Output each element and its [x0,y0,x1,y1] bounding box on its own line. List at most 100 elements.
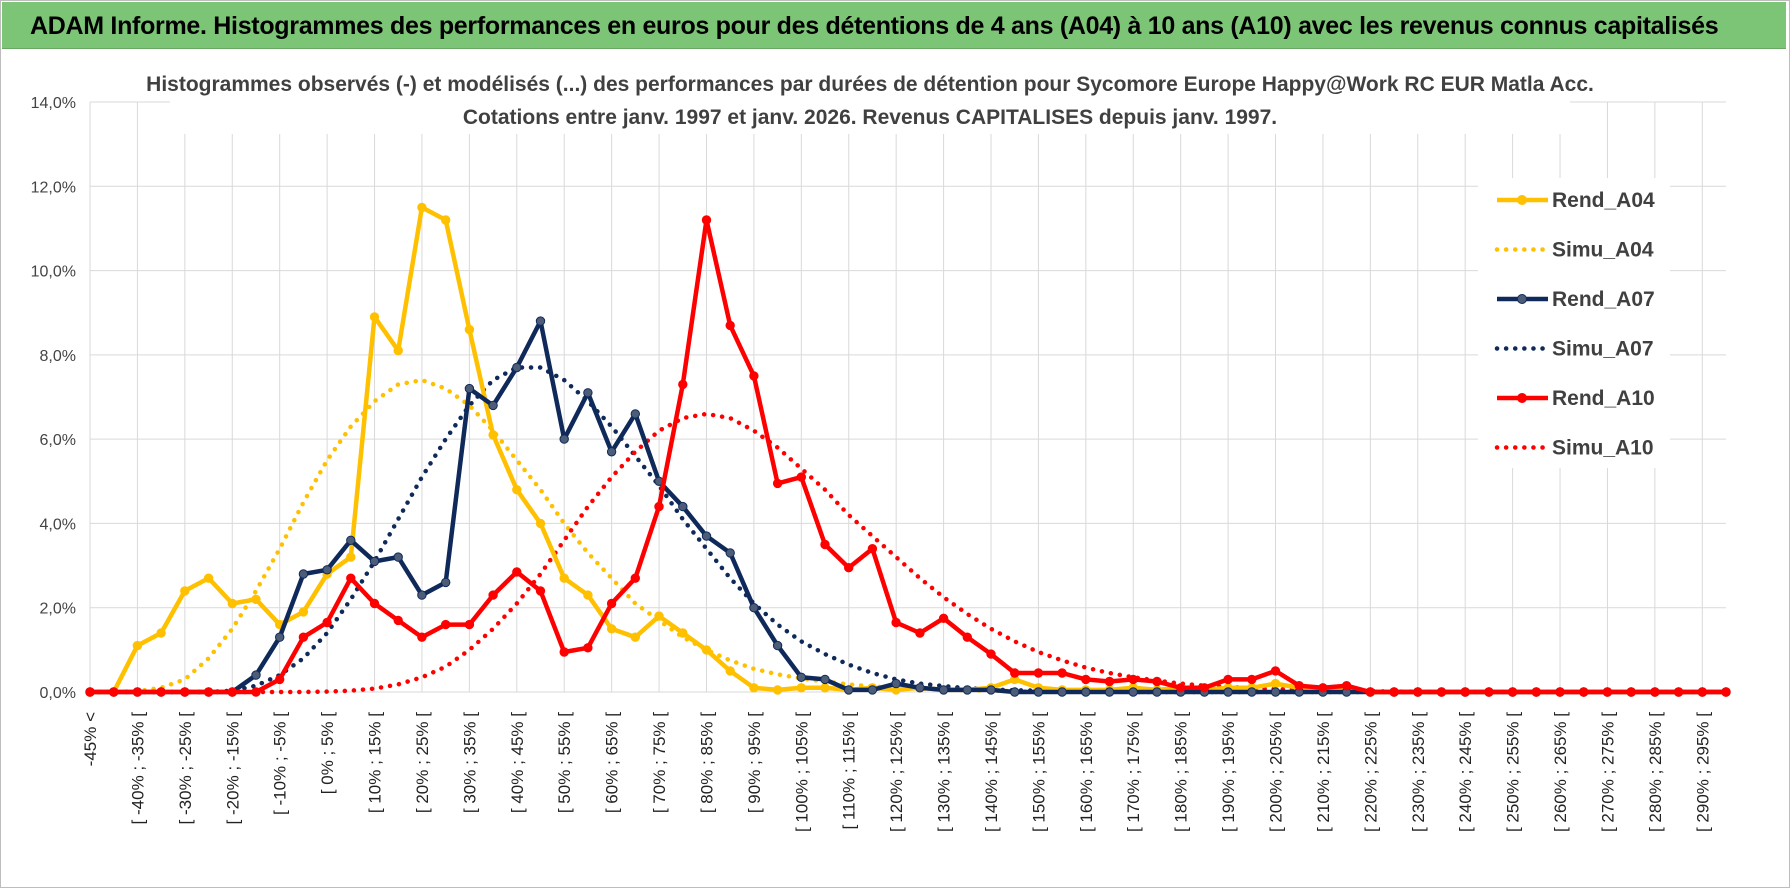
point-Rend_A10 [1721,687,1731,697]
point-Rend_A10 [1223,674,1233,685]
point-Rend_A10 [1602,687,1613,697]
point-Rend_A07 [275,632,285,642]
point-Rend_A10 [1247,674,1257,685]
legend-item-Rend_A10: Rend_A10 [1497,387,1655,410]
point-Rend_A10 [891,617,901,628]
point-Rend_A07 [535,316,546,326]
legend-label: Rend_A07 [1552,288,1655,311]
point-Rend_A10 [1365,687,1376,697]
point-Rend_A07 [772,640,783,651]
x-tick-label: [ 130% ; 135% [ [935,712,954,832]
chart-title-line-1: Histogrammes observés (-) et modélisés (… [146,73,1594,96]
point-Rend_A07 [393,552,403,562]
series-Simu_A07 [87,365,1729,695]
x-tick-label: [ 190% ; 195% [ [1219,712,1238,832]
point-Rend_A10 [346,573,356,583]
point-Rend_A04 [654,611,664,621]
point-Rend_A10 [535,586,546,596]
point-Rend_A10 [441,619,451,630]
point-Rend_A10 [512,567,522,577]
x-tick-label: [ 140% ; 145% [ [982,712,1001,832]
point-Rend_A07 [464,383,475,394]
x-axis: -45% < [ -40% ; -35% [[ -30% ; -25% [[ -2… [81,712,1712,832]
point-Rend_A10 [796,472,806,482]
point-Rend_A07 [1010,687,1020,697]
point-Rend_A10 [1128,674,1138,685]
point-Rend_A10 [1152,676,1162,687]
point-Rend_A10 [630,573,640,583]
point-Rend_A04 [796,683,806,693]
series-line-Simu_A10 [87,411,1729,695]
point-Rend_A07 [1081,687,1091,697]
point-Rend_A10 [1389,687,1399,697]
legend-item-Simu_A07: Simu_A07 [1494,338,1654,361]
x-tick-label: [ 20% ; 25% [ [413,712,432,813]
series-line-Rend_A10 [90,217,1726,695]
point-Rend_A10 [1057,668,1067,678]
legend-marker [1517,195,1527,205]
point-Rend_A10 [227,687,238,697]
x-tick-label: [ -30% ; -25% [ [176,712,195,825]
x-tick-label: [ 0% ; 5% [ [318,712,337,794]
point-Rend_A10 [1507,687,1518,697]
x-tick-label: [ 90% ; 95% [ [745,712,764,813]
point-Rend_A10 [180,687,190,697]
x-tick-label: [ 50% ; 55% [ [555,712,574,813]
point-Rend_A07 [1247,687,1257,697]
x-tick-label: [ 80% ; 85% [ [697,712,716,813]
point-Rend_A07 [891,678,901,689]
point-Rend_A07 [441,577,451,588]
point-Rend_A10 [583,643,593,653]
point-Rend_A04 [630,632,640,642]
point-Rend_A07 [1223,687,1233,697]
point-Rend_A07 [962,685,972,695]
chart-title: Histogrammes observés (-) et modélisés (… [146,66,1594,134]
point-Rend_A10 [1697,687,1708,697]
legend-label: Simu_A04 [1552,239,1654,262]
y-tick-label: 2,0% [40,601,76,618]
x-tick-label: [ 240% ; 245% [ [1456,712,1475,832]
report-banner: ADAM Informe. Histogrammes des performan… [2,2,1786,49]
point-Rend_A04 [251,594,261,604]
point-Rend_A10 [1460,687,1470,697]
point-Rend_A04 [820,683,830,693]
point-Rend_A07 [488,400,498,411]
point-Rend_A10 [322,617,332,628]
point-Rend_A10 [156,687,166,697]
legend: Rend_A04 Simu_A04 Rend_A07 Simu_A07 Rend_A10… [1478,178,1670,468]
y-tick-label: 10,0% [31,264,76,281]
point-Rend_A10 [1413,687,1423,697]
point-Rend_A04 [180,586,190,596]
point-Rend_A10 [1650,687,1660,697]
point-Rend_A07 [1057,687,1067,697]
x-tick-label: [ 40% ; 45% [ [508,712,527,813]
point-Rend_A07 [1104,687,1115,697]
point-Rend_A10 [820,539,830,550]
x-tick-label: [ 210% ; 215% [ [1314,712,1333,832]
point-Rend_A10 [701,215,712,225]
point-Rend_A07 [298,569,309,579]
point-Rend_A10 [417,632,427,642]
point-Rend_A10 [203,687,214,697]
chart-title-line-2: Cotations entre janv. 1997 et janv. 2026… [463,106,1277,129]
x-tick-label: [ 160% ; 165% [ [1077,712,1096,832]
point-Rend_A10 [867,544,878,554]
point-Rend_A04 [772,685,783,695]
point-Rend_A10 [606,598,617,609]
point-Rend_A10 [1531,687,1542,697]
point-Rend_A10 [1555,687,1565,697]
point-Rend_A07 [820,674,830,685]
point-Rend_A10 [1176,683,1186,693]
point-Rend_A04 [156,628,166,638]
point-Rend_A10 [1318,683,1328,693]
legend-item-Rend_A04: Rend_A04 [1497,189,1655,212]
point-Rend_A07 [1128,687,1138,697]
legend-item-Rend_A07: Rend_A07 [1497,288,1655,311]
point-Rend_A10 [132,687,143,697]
series-line-Simu_A07 [87,365,1729,695]
point-Rend_A04 [369,312,380,322]
x-tick-label: [ 290% ; 295% [ [1693,712,1712,832]
point-Rend_A04 [393,345,403,356]
point-Rend_A04 [1270,678,1281,689]
